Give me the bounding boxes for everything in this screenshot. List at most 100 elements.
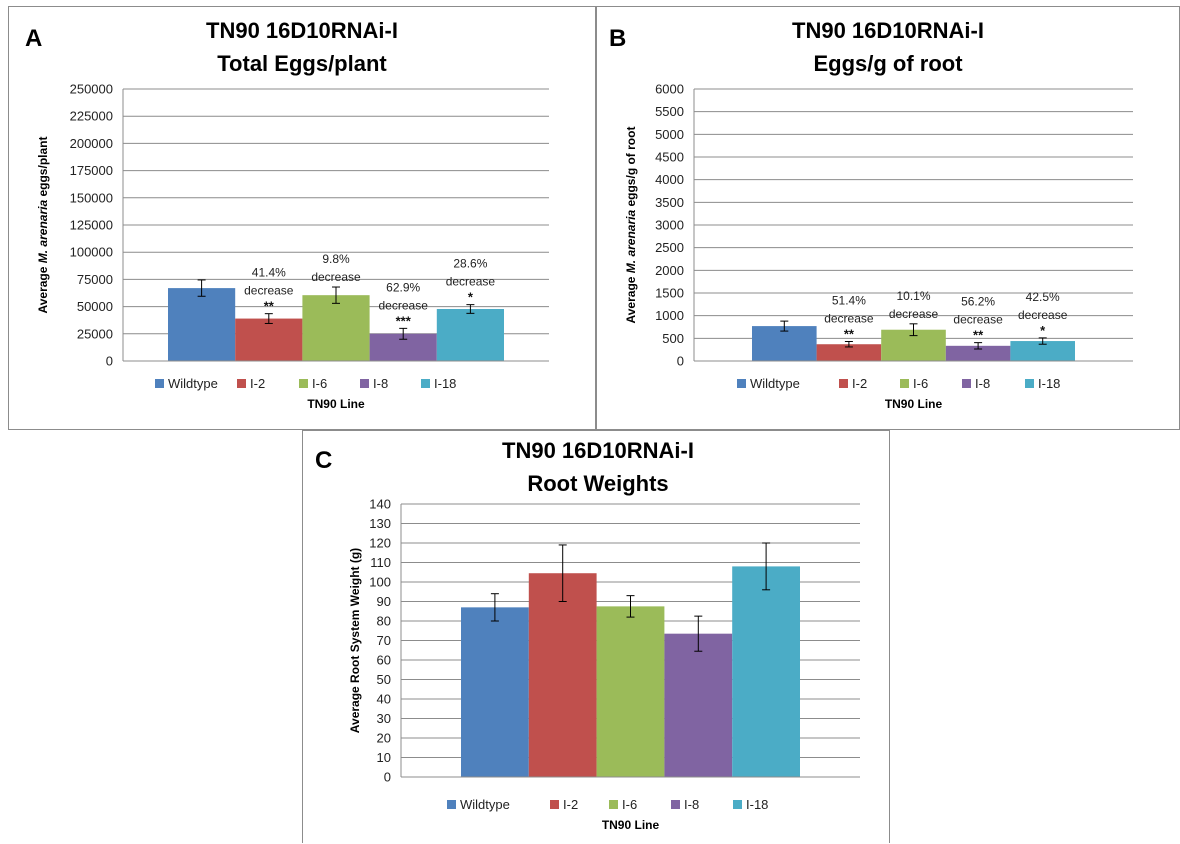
bar-i-18 [1010,341,1075,361]
legend-swatch [962,379,971,388]
y-tick-label: 2500 [655,240,684,255]
bar-i-8 [945,345,1011,361]
chart-title-line-1: TN90 16D10RNAi-I [792,18,984,43]
y-tick-label: 100000 [70,245,113,260]
chart-title-line-2: Eggs/g of root [813,51,963,76]
panel-letter: C [315,447,332,474]
significance-marker: *** [396,313,412,328]
legend-label: I-18 [746,797,768,812]
legend-label: I-18 [1038,376,1060,391]
bar-i-18 [436,308,504,361]
bar-annotation: 41.4% [252,266,286,280]
y-axis-label-part: eggs/g of root [624,127,638,210]
x-axis-label: TN90 Line [602,818,660,832]
y-tick-label: 140 [369,497,391,512]
panel-a: A TN90 16D10RNAi-I Total Eggs/plant 0 25000 5… [8,6,596,430]
y-axis-label: Average M. arenaria eggs/plant [36,137,50,314]
y-tick-label: 225000 [70,109,113,124]
y-tick-label: 100 [369,575,391,590]
legend-swatch [155,379,164,388]
y-tick-label: 3500 [655,195,684,210]
legend-label: I-6 [913,376,928,391]
legend-swatch [447,800,456,809]
bar-annotation: 62.9% [386,280,420,294]
y-tick-label: 50 [377,672,391,687]
legend-label: I-18 [434,376,456,391]
legend-label: I-2 [250,376,265,391]
bar-i-18 [732,566,800,777]
legend-swatch [733,800,742,809]
chart-b-svg: B TN90 16D10RNAi-I Eggs/g of root 0 500 1000 1… [609,18,1133,411]
y-axis-label-part: Average [624,273,638,323]
legend-label: I-8 [684,797,699,812]
chart-title-line-2: Total Eggs/plant [217,51,387,76]
panel-c: C TN90 16D10RNAi-I Root Weights 0 10 20 30 40 50… [302,430,890,843]
bar-i-2 [816,344,882,361]
legend-label: Wildtype [460,797,510,812]
y-axis-label-part: Average Root System Weight (g) [348,548,362,733]
chart-title-line-1: TN90 16D10RNAi-I [502,438,694,463]
legend-label: I-2 [852,376,867,391]
y-axis-label: Average Root System Weight (g) [348,548,362,733]
y-axis-label: Average M. arenaria eggs/g of root [624,127,638,324]
legend-swatch [609,800,618,809]
legend-label: Wildtype [750,376,800,391]
y-tick-label: 4000 [655,172,684,187]
significance-marker: ** [844,327,855,342]
bar-annotation: decrease [446,275,496,289]
panel-letter: A [25,25,42,52]
bar-wildtype [461,607,529,777]
y-tick-label: 200000 [70,136,113,151]
y-tick-label: 0 [384,770,391,785]
bar-annotation: decrease [244,284,294,298]
y-tick-label: 0 [106,354,113,369]
y-tick-label: 1500 [655,286,684,301]
chart-title-line-2: Root Weights [527,471,668,496]
y-tick-label: 10 [377,750,391,765]
legend-swatch [737,379,746,388]
y-tick-label: 130 [369,516,391,531]
legend-swatch [671,800,680,809]
y-tick-label: 75000 [77,272,113,287]
panel-b: B TN90 16D10RNAi-I Eggs/g of root 0 500 1000 1… [596,6,1180,430]
legend-label: I-2 [563,797,578,812]
y-tick-label: 120 [369,536,391,551]
bar-i-8 [664,633,733,777]
chart-a-svg: A TN90 16D10RNAi-I Total Eggs/plant 0 25000 5… [25,18,549,411]
chart-c-svg: C TN90 16D10RNAi-I Root Weights 0 10 20 30 40 50… [315,438,860,832]
y-tick-label: 50000 [77,299,113,314]
y-tick-label: 70 [377,633,391,648]
bar-annotation: 42.5% [1026,290,1060,304]
bar-annotation: decrease [1018,308,1068,322]
legend-swatch [237,379,246,388]
legend-swatch [299,379,308,388]
y-tick-label: 0 [677,354,684,369]
legend-label: I-8 [373,376,388,391]
legend-swatch [550,800,559,809]
y-tick-label: 5000 [655,127,684,142]
y-tick-label: 125000 [70,218,113,233]
legend-swatch [900,379,909,388]
legend-swatch [360,379,369,388]
y-tick-label: 3000 [655,218,684,233]
y-tick-label: 60 [377,653,391,668]
bar-i-6 [596,606,665,777]
y-axis-label-part: eggs/plant [36,137,50,200]
legend-swatch [1025,379,1034,388]
legend-swatch [421,379,430,388]
bar-i-6 [302,295,370,361]
y-tick-label: 5500 [655,104,684,119]
bar-annotation: 51.4% [832,294,866,308]
bar-annotation: decrease [311,270,361,284]
bar-annotation: 56.2% [961,295,995,309]
chart-title-line-1: TN90 16D10RNAi-I [206,18,398,43]
bar-wildtype [752,326,817,361]
legend-label: Wildtype [168,376,218,391]
panel-letter: B [609,25,626,52]
bar-annotation: decrease [379,298,429,312]
y-tick-label: 30 [377,711,391,726]
y-tick-label: 500 [662,331,684,346]
significance-marker: ** [973,328,984,343]
bar-annotation: 28.6% [453,257,487,271]
bar-annotation: decrease [953,313,1003,327]
